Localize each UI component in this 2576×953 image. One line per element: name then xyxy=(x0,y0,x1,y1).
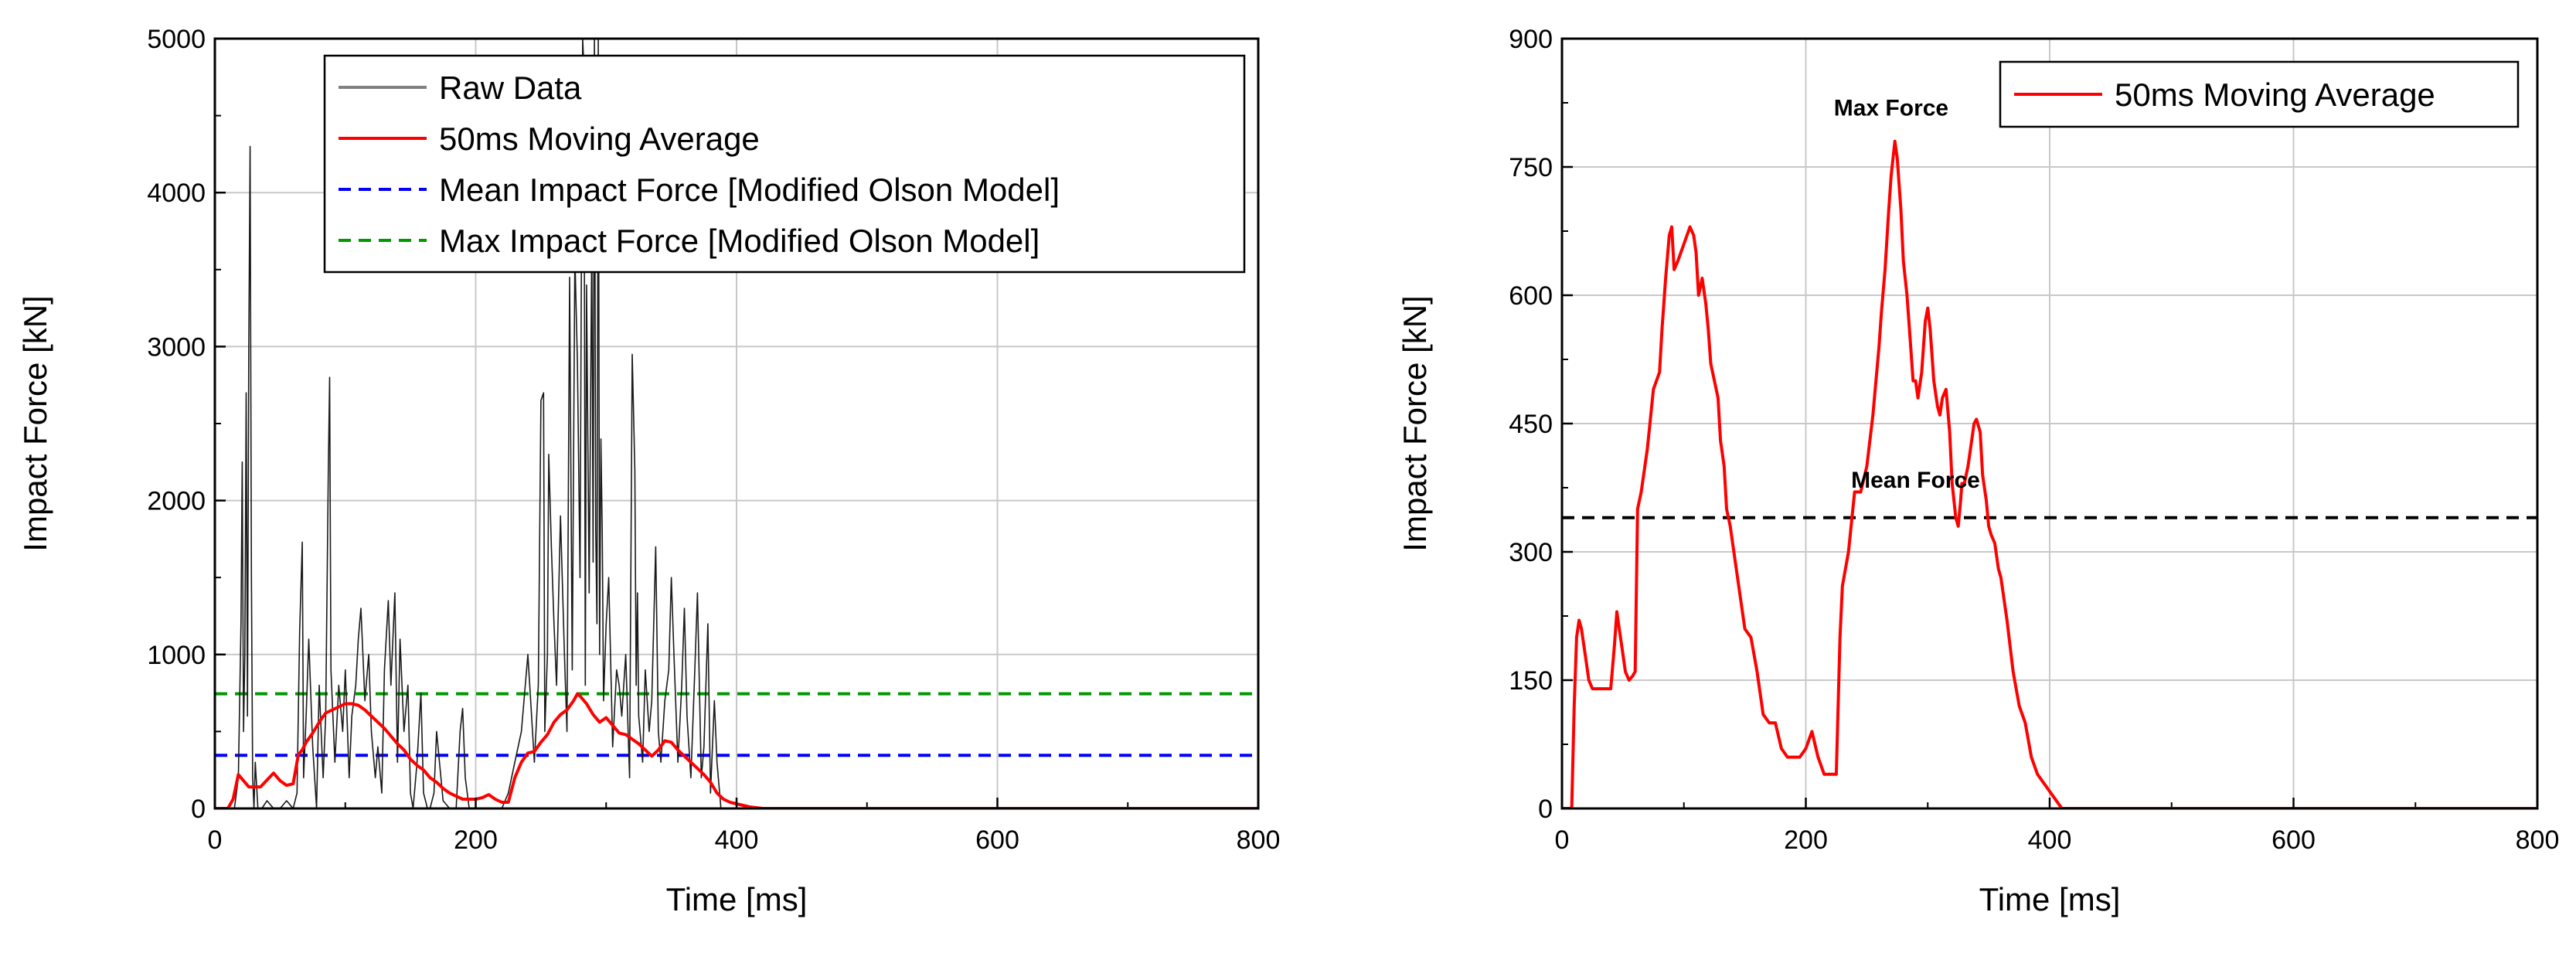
legend-label: Raw Data xyxy=(439,70,582,106)
x-tick-label: 600 xyxy=(975,825,1019,855)
x-tick-label: 800 xyxy=(1237,825,1281,855)
left-chart: 0 200 400 600 800 0 1000 2000 3000 4000 5000 Time [… xyxy=(17,25,1280,917)
right-chart: 0 200 400 600 800 0 150 300 450 600 750 900 Time [ms… xyxy=(1397,25,2559,917)
x-tick-label: 600 xyxy=(2271,825,2316,855)
x-tick-label: 400 xyxy=(2028,825,2072,855)
y-tick-label: 900 xyxy=(1509,25,1553,54)
y-axis-title: Impact Force [kN] xyxy=(17,295,53,551)
x-tick-label: 0 xyxy=(1555,825,1570,855)
y-tick-label: 4000 xyxy=(147,179,206,208)
x-tick-label: 0 xyxy=(208,825,223,855)
y-tick-label: 600 xyxy=(1509,281,1553,311)
series-line xyxy=(233,39,730,808)
y-tick-label: 1000 xyxy=(147,641,206,670)
x-axis-title: Time [ms] xyxy=(666,881,808,917)
x-tick-label: 400 xyxy=(715,825,759,855)
legend-label: Mean Impact Force [Modified Olson Model] xyxy=(439,172,1060,208)
y-tick-label: 3000 xyxy=(147,332,206,362)
legend-box xyxy=(323,54,1246,274)
x-axis-title: Time [ms] xyxy=(1979,881,2121,917)
y-tick-label: 0 xyxy=(1538,795,1553,824)
x-tick-label: 200 xyxy=(454,825,498,855)
legend-label: 50ms Moving Average xyxy=(2115,77,2435,113)
y-tick-label: 0 xyxy=(191,795,206,824)
annotation-label: Max Force xyxy=(1834,96,1948,121)
y-tick-label: 450 xyxy=(1509,410,1553,439)
series-line xyxy=(215,692,1258,808)
y-tick-label: 2000 xyxy=(147,487,206,516)
y-tick-label: 300 xyxy=(1509,538,1553,567)
y-tick-label: 750 xyxy=(1509,153,1553,182)
series-line xyxy=(1562,139,2537,808)
y-axis-title: Impact Force [kN] xyxy=(1397,295,1433,551)
annotation-label: Mean Force xyxy=(1851,468,1980,493)
y-tick-label: 150 xyxy=(1509,666,1553,696)
legend-label: 50ms Moving Average xyxy=(439,121,760,157)
legend-label: Max Impact Force [Modified Olson Model] xyxy=(439,223,1040,259)
y-tick-label: 5000 xyxy=(147,25,206,54)
x-tick-label: 800 xyxy=(2516,825,2560,855)
x-tick-label: 200 xyxy=(1784,825,1828,855)
